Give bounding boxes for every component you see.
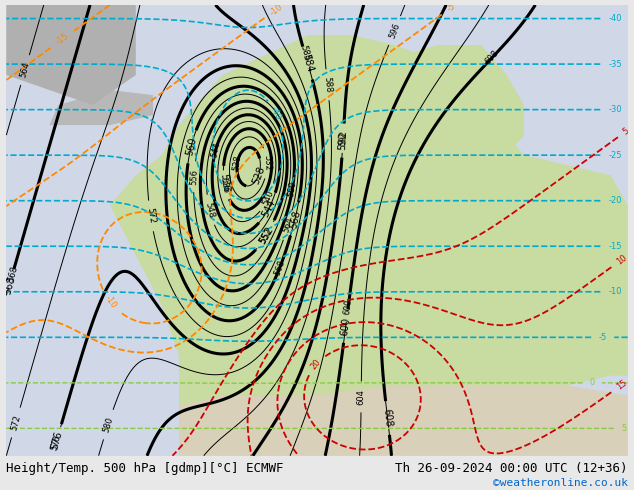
Text: -20: -20: [609, 196, 622, 205]
Text: -40: -40: [269, 105, 282, 122]
Text: 592: 592: [339, 129, 348, 146]
Text: Height/Temp. 500 hPa [gdmp][°C] ECMWF: Height/Temp. 500 hPa [gdmp][°C] ECMWF: [6, 462, 284, 475]
Text: -15: -15: [55, 32, 70, 47]
Text: 576: 576: [49, 430, 64, 451]
Polygon shape: [6, 5, 136, 105]
Text: 572: 572: [145, 207, 156, 224]
Text: -5: -5: [598, 333, 607, 342]
Text: 568: 568: [273, 258, 287, 276]
Text: 560: 560: [287, 180, 298, 197]
Text: 584: 584: [301, 53, 315, 74]
Text: 15: 15: [615, 378, 628, 392]
Text: 548: 548: [204, 201, 216, 219]
Text: -35: -35: [609, 60, 622, 69]
Text: 568: 568: [288, 209, 302, 229]
Text: 560: 560: [184, 137, 198, 157]
Text: 604: 604: [356, 389, 366, 405]
Text: 572: 572: [10, 414, 22, 431]
Text: 536: 536: [218, 173, 231, 193]
Text: Th 26-09-2024 00:00 UTC (12+36): Th 26-09-2024 00:00 UTC (12+36): [395, 462, 628, 475]
Text: -10: -10: [609, 287, 622, 296]
Text: 544: 544: [260, 198, 277, 219]
Text: 592: 592: [337, 131, 349, 150]
Text: 596: 596: [387, 22, 401, 40]
Text: 528: 528: [250, 165, 266, 186]
Text: 564: 564: [281, 216, 295, 234]
Text: 532: 532: [262, 155, 271, 172]
Polygon shape: [49, 90, 153, 125]
Text: -40: -40: [609, 14, 622, 23]
Text: 568: 568: [2, 275, 16, 295]
Text: 580: 580: [101, 416, 115, 434]
Text: 588: 588: [322, 76, 333, 93]
Text: 600: 600: [340, 317, 352, 336]
Text: -10: -10: [268, 2, 284, 17]
Text: 564: 564: [18, 61, 32, 79]
Text: -30: -30: [609, 105, 622, 114]
Text: 552: 552: [257, 225, 275, 246]
Polygon shape: [214, 175, 283, 255]
Text: 576: 576: [50, 433, 63, 451]
Text: 5: 5: [621, 126, 630, 137]
Text: 536: 536: [219, 177, 231, 195]
Text: 528: 528: [231, 155, 243, 172]
Text: 20: 20: [309, 358, 323, 372]
Text: 5: 5: [621, 424, 626, 433]
Text: 552: 552: [258, 226, 274, 245]
Text: 544: 544: [209, 141, 222, 158]
Text: 556: 556: [189, 169, 199, 185]
Text: ©weatheronline.co.uk: ©weatheronline.co.uk: [493, 478, 628, 488]
Text: -25: -25: [609, 150, 622, 160]
Text: 600: 600: [343, 298, 354, 315]
Text: 568: 568: [6, 265, 19, 283]
Polygon shape: [300, 45, 524, 195]
Text: 10: 10: [615, 253, 628, 267]
Text: 608: 608: [483, 49, 501, 67]
Text: 540: 540: [261, 189, 276, 207]
Text: 0: 0: [590, 378, 595, 387]
Polygon shape: [179, 316, 300, 395]
Text: -5: -5: [445, 2, 457, 14]
Text: -10: -10: [103, 294, 118, 310]
Text: 608: 608: [382, 408, 394, 428]
Text: 584: 584: [298, 44, 311, 62]
Text: -15: -15: [609, 242, 622, 251]
Polygon shape: [179, 386, 628, 456]
Polygon shape: [110, 35, 628, 406]
